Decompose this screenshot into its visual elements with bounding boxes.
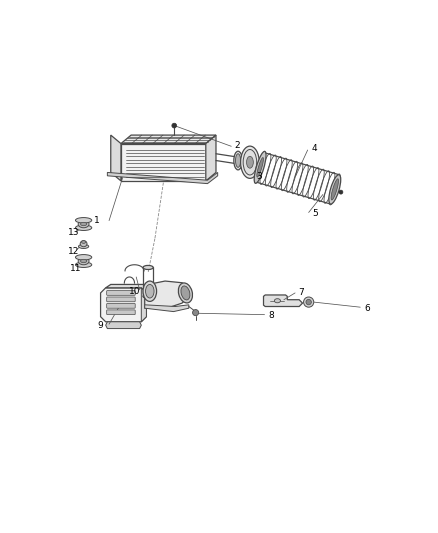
Text: 10: 10 (129, 287, 140, 296)
FancyBboxPatch shape (107, 303, 135, 308)
Circle shape (193, 310, 199, 316)
Ellipse shape (81, 222, 87, 225)
Ellipse shape (80, 241, 87, 247)
Text: 6: 6 (364, 304, 370, 313)
Circle shape (172, 123, 177, 128)
Text: 9: 9 (97, 321, 103, 330)
Ellipse shape (240, 146, 259, 179)
Polygon shape (264, 295, 303, 306)
Ellipse shape (254, 151, 266, 183)
Ellipse shape (75, 255, 92, 260)
Ellipse shape (78, 245, 88, 248)
Ellipse shape (234, 151, 242, 170)
FancyBboxPatch shape (107, 297, 135, 302)
FancyBboxPatch shape (107, 310, 135, 314)
Ellipse shape (78, 220, 89, 228)
Ellipse shape (75, 262, 92, 268)
Text: 4: 4 (312, 144, 318, 153)
Ellipse shape (178, 283, 193, 303)
Ellipse shape (81, 260, 87, 263)
Ellipse shape (243, 150, 257, 175)
Ellipse shape (78, 257, 89, 265)
Text: 8: 8 (268, 311, 274, 320)
Ellipse shape (143, 281, 156, 302)
Ellipse shape (236, 154, 240, 167)
Circle shape (306, 300, 311, 305)
Ellipse shape (274, 298, 280, 303)
Ellipse shape (143, 265, 153, 270)
Polygon shape (106, 285, 152, 293)
Polygon shape (206, 135, 216, 181)
Polygon shape (107, 172, 218, 184)
Text: 5: 5 (312, 209, 318, 219)
Text: 7: 7 (298, 288, 304, 297)
Ellipse shape (247, 156, 253, 168)
Polygon shape (145, 281, 189, 308)
Text: 11: 11 (70, 264, 81, 273)
Text: 2: 2 (235, 141, 240, 150)
Text: 12: 12 (67, 247, 79, 256)
Polygon shape (141, 288, 146, 322)
Text: 3: 3 (257, 172, 262, 181)
Ellipse shape (75, 217, 92, 223)
FancyBboxPatch shape (107, 290, 135, 295)
Polygon shape (145, 305, 189, 312)
Ellipse shape (257, 158, 263, 177)
Ellipse shape (75, 225, 92, 230)
Ellipse shape (329, 175, 341, 204)
Ellipse shape (331, 179, 339, 200)
Polygon shape (111, 135, 121, 181)
Ellipse shape (181, 286, 190, 300)
Polygon shape (121, 143, 206, 181)
Ellipse shape (145, 285, 154, 298)
Text: 1: 1 (94, 216, 99, 225)
Polygon shape (106, 322, 141, 328)
Ellipse shape (81, 241, 86, 244)
Ellipse shape (143, 294, 153, 298)
Circle shape (339, 190, 343, 194)
Polygon shape (121, 135, 216, 143)
Text: 13: 13 (67, 228, 79, 237)
Circle shape (304, 297, 314, 307)
Polygon shape (101, 288, 146, 322)
